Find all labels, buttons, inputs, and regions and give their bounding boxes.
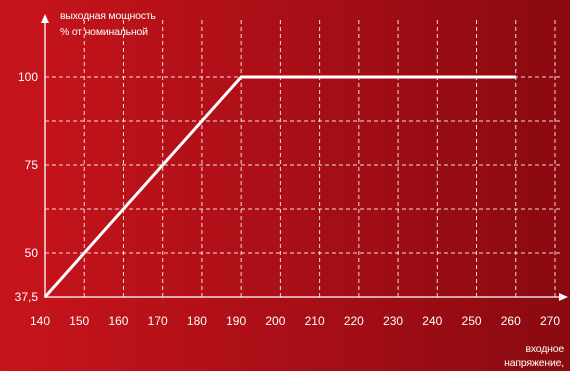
- y-tick-label-100: 100: [18, 70, 38, 84]
- y-axis-arrow: [41, 14, 49, 23]
- x-tick-label-210: 210: [305, 314, 325, 328]
- x-axis-arrow: [559, 293, 568, 301]
- x-tick-label-230: 230: [383, 314, 403, 328]
- x-tick-label-140: 140: [30, 314, 50, 328]
- y-tick-label-75: 75: [25, 158, 39, 172]
- x-axis-label-line-1: входное: [525, 343, 564, 355]
- x-axis-label-line-2: напряжение,: [504, 357, 564, 369]
- x-tick-label-240: 240: [422, 314, 442, 328]
- y-tick-label-50: 50: [25, 246, 39, 260]
- x-tick-label-220: 220: [344, 314, 364, 328]
- x-tick-label-190: 190: [226, 314, 246, 328]
- y-axis-label-line-1: выходная мощность: [60, 10, 156, 22]
- x-tick-label-270: 270: [540, 314, 560, 328]
- x-tick-label-260: 260: [501, 314, 521, 328]
- x-tick-label-170: 170: [148, 314, 168, 328]
- x-tick-label-150: 150: [69, 314, 89, 328]
- x-tick-label-250: 250: [462, 314, 482, 328]
- x-tick-label-160: 160: [108, 314, 128, 328]
- series-line-0: [43, 75, 516, 298]
- y-tick-label-37_5: 37,5: [15, 290, 39, 304]
- x-tick-label-200: 200: [265, 314, 285, 328]
- x-tick-label-180: 180: [187, 314, 207, 328]
- y-axis-label-line-2: % от номинальной: [60, 26, 148, 38]
